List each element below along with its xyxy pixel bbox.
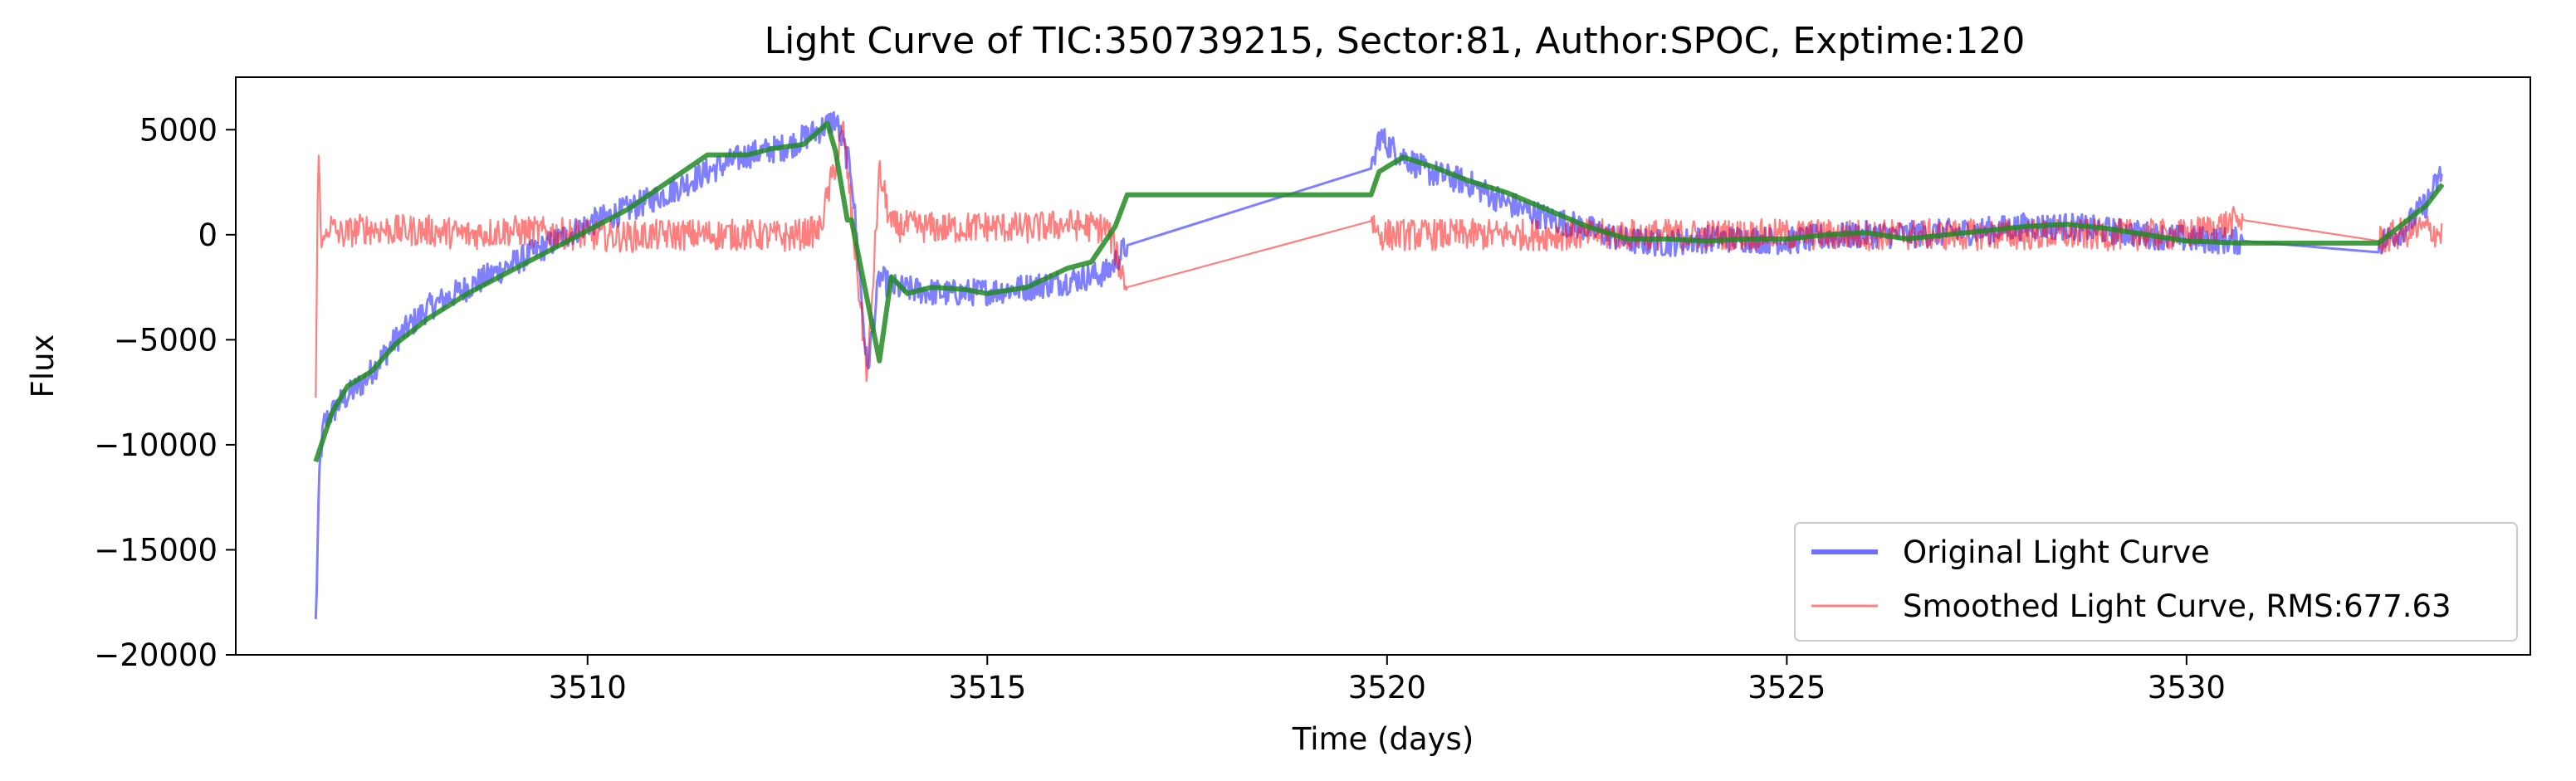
series-trend xyxy=(313,120,2445,463)
plot-frame xyxy=(235,76,2531,656)
y-axis: −20000 −15000 −10000 −5000 0 5000 xyxy=(94,112,236,673)
x-axis-label: Time (days) xyxy=(1292,721,1474,757)
series-smoothed-light-curve xyxy=(315,120,2443,398)
legend: Original Light Curve Smoothed Light Curv… xyxy=(1794,522,2518,642)
chart-title: Light Curve of TIC:350739215, Sector:81,… xyxy=(765,20,2026,62)
y-axis-label: Flux xyxy=(25,334,61,398)
y-tick-label: −5000 xyxy=(114,322,218,358)
series-layer xyxy=(313,110,2445,619)
y-tick-label: −20000 xyxy=(94,637,218,673)
legend-label-original: Original Light Curve xyxy=(1903,534,2210,570)
y-tick-label: 5000 xyxy=(139,112,218,148)
x-tick-label: 3530 xyxy=(2148,670,2226,705)
y-tick-label: −10000 xyxy=(94,427,218,463)
legend-label-smoothed: Smoothed Light Curve, RMS:677.63 xyxy=(1903,588,2451,624)
x-axis: 3510 3515 3520 3525 3530 xyxy=(549,655,2226,705)
x-tick-label: 3510 xyxy=(549,670,627,705)
x-tick-label: 3515 xyxy=(948,670,1026,705)
y-tick-label: 0 xyxy=(198,217,218,253)
x-tick-label: 3520 xyxy=(1348,670,1426,705)
y-tick-label: −15000 xyxy=(94,532,218,568)
legend-box xyxy=(1794,522,2518,642)
x-tick-label: 3525 xyxy=(1747,670,1826,705)
